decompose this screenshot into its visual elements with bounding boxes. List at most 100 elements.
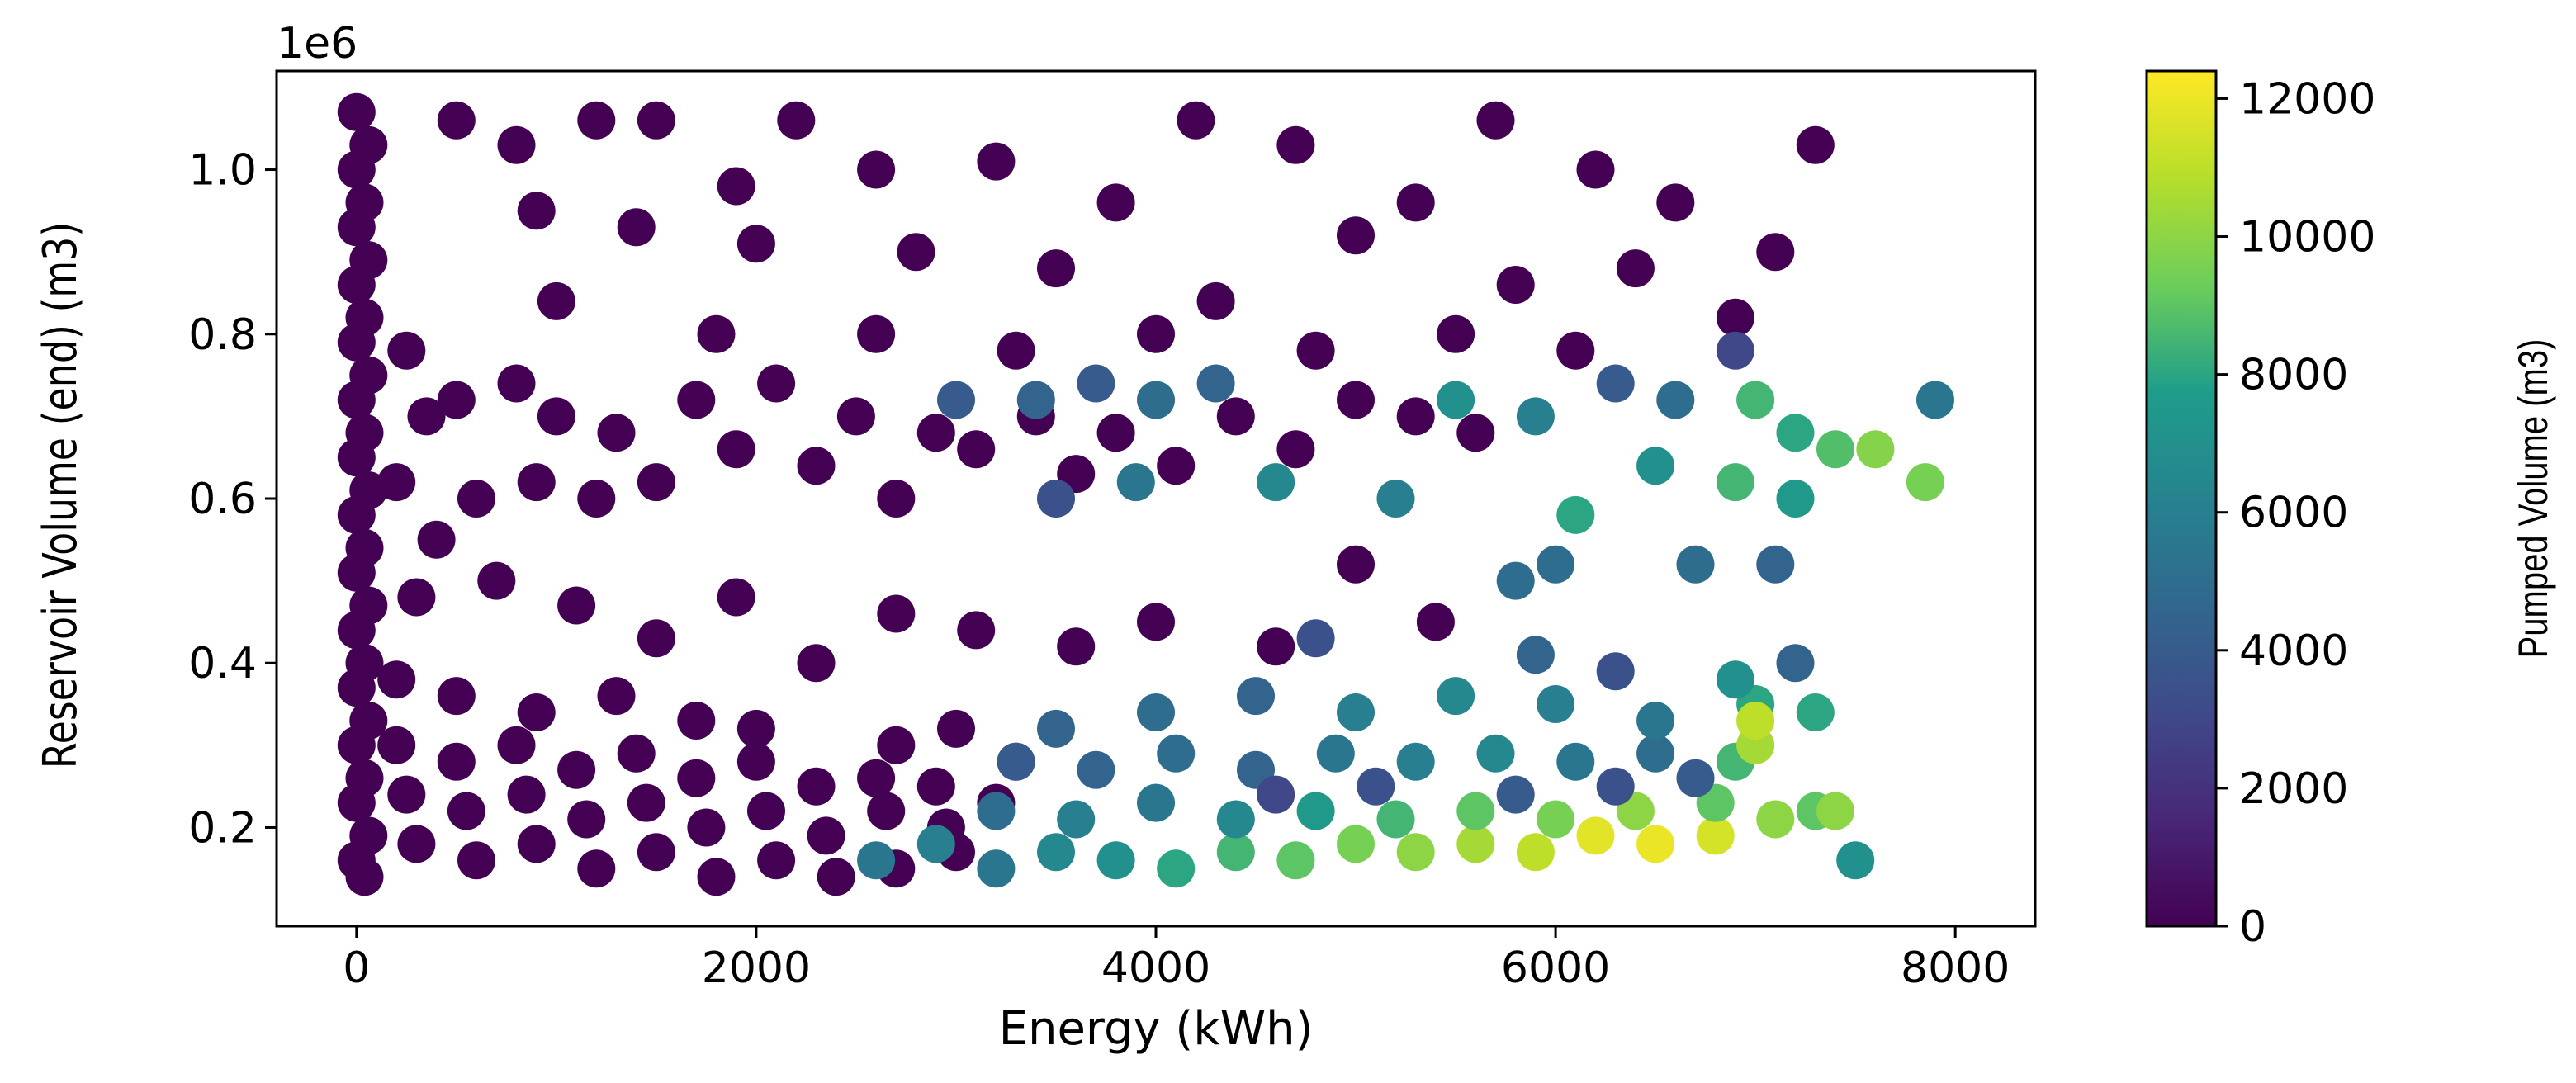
data-point bbox=[1656, 381, 1695, 419]
data-point bbox=[677, 759, 716, 797]
data-point bbox=[1636, 702, 1675, 740]
data-point bbox=[617, 208, 656, 247]
data-point bbox=[577, 101, 616, 140]
data-point bbox=[857, 841, 896, 880]
data-point bbox=[1716, 660, 1754, 699]
data-point bbox=[1276, 430, 1315, 469]
data-point bbox=[1516, 636, 1555, 674]
data-point bbox=[637, 101, 675, 140]
data-point bbox=[1296, 619, 1335, 658]
data-point bbox=[1037, 480, 1075, 518]
colorbar bbox=[2145, 69, 2218, 928]
data-point bbox=[797, 767, 836, 806]
data-point bbox=[345, 183, 384, 222]
data-point bbox=[349, 702, 388, 740]
data-point bbox=[1776, 480, 1815, 518]
data-point bbox=[877, 480, 916, 518]
data-point bbox=[1396, 397, 1435, 436]
data-point bbox=[617, 734, 656, 773]
data-point bbox=[1257, 775, 1295, 814]
data-point bbox=[1906, 463, 1944, 502]
data-point bbox=[1576, 816, 1615, 855]
data-point bbox=[1276, 125, 1315, 164]
data-point bbox=[1257, 627, 1295, 666]
data-point bbox=[1636, 447, 1675, 485]
data-point bbox=[1296, 331, 1335, 370]
data-point bbox=[567, 800, 606, 839]
y-tick-label: 0.6 bbox=[188, 475, 257, 524]
data-point bbox=[757, 841, 796, 880]
data-point bbox=[437, 381, 476, 419]
data-point bbox=[957, 430, 996, 469]
data-point bbox=[1337, 381, 1375, 419]
y-axis-title: Reservoir Volume (end) (m3) bbox=[34, 222, 88, 769]
data-point bbox=[1296, 792, 1335, 830]
data-point bbox=[1396, 833, 1435, 872]
data-point bbox=[1696, 816, 1735, 855]
data-point bbox=[1596, 652, 1635, 691]
data-point bbox=[1496, 561, 1535, 600]
data-point bbox=[1376, 480, 1415, 518]
points-layer bbox=[337, 92, 1954, 896]
data-point bbox=[577, 480, 616, 518]
data-point bbox=[1516, 833, 1555, 872]
data-point bbox=[797, 644, 836, 683]
data-point bbox=[537, 281, 575, 320]
data-point bbox=[1177, 101, 1215, 140]
data-point bbox=[1096, 183, 1135, 222]
x-tick-label: 2000 bbox=[702, 943, 811, 993]
data-point bbox=[1096, 841, 1135, 880]
colorbar-title: Pumped Volume (m3) bbox=[2510, 339, 2556, 659]
data-point bbox=[937, 709, 975, 748]
data-point bbox=[807, 816, 845, 855]
data-point bbox=[1257, 463, 1295, 502]
x-axis: 0 2000 4000 6000 8000 bbox=[343, 926, 2010, 993]
data-point bbox=[349, 241, 388, 280]
data-point bbox=[1057, 627, 1096, 666]
data-point bbox=[977, 849, 1016, 888]
data-point bbox=[517, 825, 556, 863]
data-point bbox=[1576, 150, 1615, 189]
data-point bbox=[717, 578, 755, 617]
data-point bbox=[736, 225, 775, 263]
data-point bbox=[977, 142, 1016, 181]
data-point bbox=[736, 742, 775, 781]
data-point bbox=[817, 858, 855, 896]
data-point bbox=[345, 528, 384, 567]
data-point bbox=[1337, 216, 1375, 255]
data-point bbox=[517, 693, 556, 731]
data-point bbox=[1416, 603, 1455, 641]
data-point bbox=[1716, 331, 1754, 370]
x-tick-label: 4000 bbox=[1101, 943, 1210, 993]
data-point bbox=[1216, 833, 1255, 872]
data-point bbox=[1537, 685, 1575, 723]
data-point bbox=[377, 726, 416, 764]
data-point bbox=[1736, 381, 1775, 419]
data-point bbox=[1137, 314, 1175, 353]
data-point bbox=[437, 677, 476, 716]
data-point bbox=[857, 759, 896, 797]
data-point bbox=[697, 314, 736, 353]
data-point bbox=[627, 783, 665, 822]
x-tick-label: 6000 bbox=[1501, 943, 1610, 993]
data-point bbox=[387, 775, 426, 814]
data-point bbox=[477, 561, 516, 600]
y-tick-label: 1.0 bbox=[188, 146, 257, 196]
data-point bbox=[1237, 677, 1275, 716]
data-point bbox=[437, 742, 476, 781]
data-point bbox=[397, 825, 436, 863]
data-point bbox=[857, 314, 896, 353]
data-point bbox=[736, 709, 775, 748]
data-point bbox=[447, 792, 485, 830]
data-point bbox=[1337, 545, 1375, 584]
data-point bbox=[457, 480, 495, 518]
data-point bbox=[1596, 364, 1635, 403]
data-point bbox=[997, 742, 1035, 781]
data-point bbox=[1776, 414, 1815, 452]
data-point bbox=[1856, 430, 1895, 469]
data-point bbox=[1537, 545, 1575, 584]
data-point bbox=[637, 463, 675, 502]
data-point bbox=[377, 463, 416, 502]
